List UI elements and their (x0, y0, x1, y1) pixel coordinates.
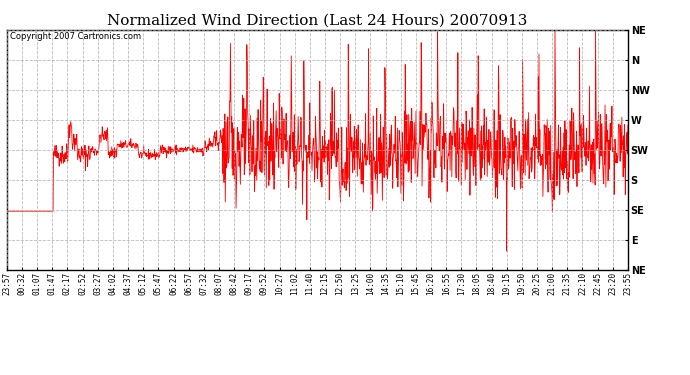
Text: Copyright 2007 Cartronics.com: Copyright 2007 Cartronics.com (10, 32, 141, 41)
Title: Normalized Wind Direction (Last 24 Hours) 20070913: Normalized Wind Direction (Last 24 Hours… (107, 13, 528, 27)
